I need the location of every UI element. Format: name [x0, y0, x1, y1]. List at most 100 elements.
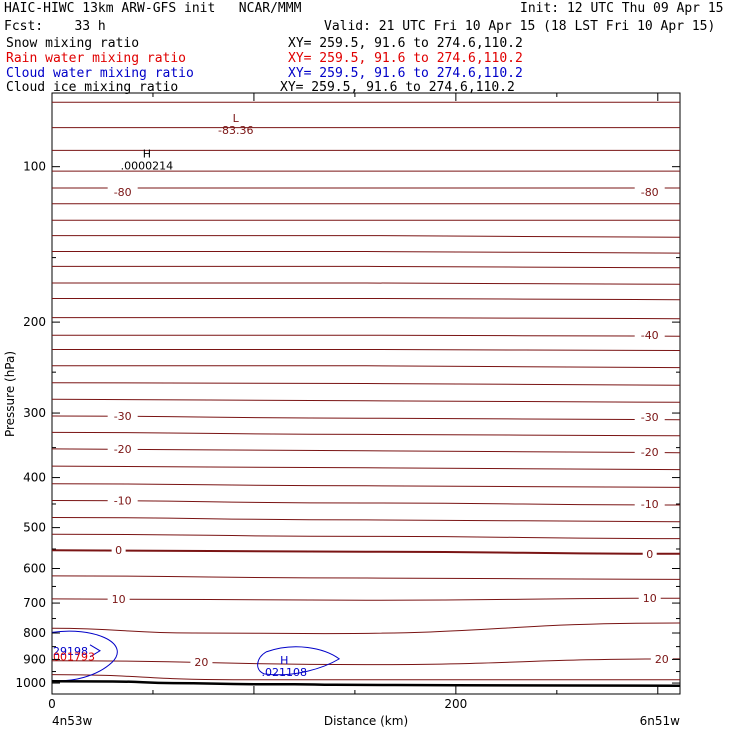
y-tick-label: 1000 — [15, 676, 46, 690]
contour-label: 20 — [194, 656, 208, 669]
y-tick-label: 200 — [23, 315, 46, 329]
field-label-cloud-water: Cloud water mixing ratio — [6, 66, 194, 81]
header-fcst: Fcst: 33 h — [4, 19, 106, 34]
y-tick-label: 700 — [23, 596, 46, 610]
contour-label-background — [634, 328, 665, 342]
contour-label: 20 — [655, 653, 669, 666]
x-end-label-right: 6n51w — [640, 714, 681, 728]
y-axis-title: Pressure (hPa) — [3, 351, 17, 437]
contour-label-background — [634, 409, 665, 423]
isotherm-line — [51, 575, 681, 580]
extremum-value: .0000214 — [121, 160, 174, 173]
contour-label-background — [634, 185, 665, 199]
extremum-value: -83.36 — [218, 124, 253, 137]
field-label-rain: Rain water mixing ratio — [6, 51, 187, 66]
isotherm-line — [52, 265, 681, 269]
isotherm-line — [52, 365, 681, 369]
contour-label-background — [111, 543, 126, 557]
y-tick-label: 500 — [23, 521, 46, 535]
x-end-label-left: 4n53w — [52, 714, 93, 728]
header-valid: Valid: 21 UTC Fri 10 Apr 15 (18 LST Fri … — [324, 19, 716, 34]
contour-label: 0 — [115, 544, 122, 557]
contour-label-background — [190, 654, 213, 668]
contour-label: 10 — [643, 592, 657, 605]
field-xy-cloud-water: XY= 259.5, 91.6 to 274.6,110.2 — [288, 66, 523, 81]
isotherm-line — [51, 517, 681, 523]
isotherm-line — [51, 398, 681, 403]
header-init: Init: 12 UTC Thu 09 Apr 15 — [520, 1, 724, 16]
contour-label-layer: -80 -80 -40 -30 -30 -20 -20 -10 -10 0 0 10 10 20 20 L-8… — [53, 112, 673, 679]
contour-label-background — [107, 493, 138, 507]
extremum-letter: L — [233, 112, 240, 125]
cloud-water-contour — [257, 646, 341, 676]
contour-label-background — [107, 185, 138, 199]
field-xy-rain: XY= 259.5, 91.6 to 274.6,110.2 — [288, 51, 523, 66]
contour-label-background — [107, 441, 138, 455]
header-title: HAIC-HIWC 13km ARW-GFS init NCAR/MMM — [4, 1, 302, 16]
isotherm-line — [51, 382, 681, 386]
cloud-contour-layer — [51, 630, 341, 682]
isotherm-line — [52, 235, 681, 238]
plot-frame — [51, 92, 681, 695]
field-label-snow: Snow mixing ratio — [6, 36, 140, 51]
y-tick-label: 800 — [23, 626, 46, 640]
field-xy-cloud-ice: XY= 259.5, 91.6 to 274.6,110.2 — [280, 80, 515, 95]
y-tick-label: 100 — [23, 160, 46, 174]
contour-label: 10 — [112, 593, 126, 606]
contour-label-background — [634, 445, 665, 459]
isotherm-line — [51, 658, 681, 666]
contour-label: -40 — [641, 329, 659, 342]
ground-surface-line — [51, 680, 681, 687]
edge-contour-label: 001793 — [53, 650, 95, 663]
isotherm-line — [51, 549, 681, 555]
isotherm-line — [51, 483, 681, 488]
contour-label: -80 — [114, 186, 132, 199]
x-tick-label: 0 — [48, 697, 56, 711]
y-tick-label: 600 — [23, 561, 46, 575]
contour-label-background — [638, 591, 661, 605]
extremum-value: .021108 — [261, 666, 307, 679]
field-xy-snow: XY= 259.5, 91.6 to 274.6,110.2 — [288, 36, 523, 51]
isotherm-line — [51, 622, 681, 635]
contour-label: -20 — [641, 446, 659, 459]
isotherm-layer — [51, 101, 681, 681]
field-label-cloud-ice: Cloud ice mixing ratio — [6, 80, 179, 95]
y-tick-label: 900 — [23, 652, 46, 666]
isotherm-line — [51, 415, 681, 421]
isotherm-line — [51, 282, 681, 285]
contour-label: -30 — [114, 410, 132, 423]
y-tick-label: 400 — [23, 471, 46, 485]
contour-label-background — [107, 591, 130, 605]
extremum-letter: H — [280, 654, 288, 667]
isotherm-line — [52, 250, 681, 254]
isotherm-line — [51, 431, 681, 437]
y-tick-label: 300 — [23, 406, 46, 420]
isotherm-line — [51, 674, 680, 681]
edge-contour-label: 29198 — [53, 645, 88, 658]
cloud-water-edge-contour — [51, 630, 118, 682]
contour-label: 0 — [646, 548, 653, 561]
cloud-water-arrow-mark — [89, 644, 101, 658]
isotherm-line — [51, 597, 681, 601]
contour-label-background — [107, 409, 138, 423]
isotherm-line — [51, 297, 681, 301]
isotherm-line — [51, 533, 681, 540]
isotherm-line — [51, 500, 681, 506]
contour-label-background — [642, 546, 657, 560]
contour-label: -10 — [114, 494, 132, 507]
extremum-letter: H — [143, 148, 151, 161]
contour-label-background — [634, 496, 665, 510]
ground-layer — [51, 680, 681, 687]
contour-label: -80 — [641, 186, 659, 199]
contour-label: -30 — [641, 411, 659, 424]
isotherm-line — [51, 465, 681, 471]
isotherm-line — [51, 317, 681, 320]
isotherm-line — [51, 448, 681, 454]
contour-label: -20 — [114, 443, 132, 456]
isotherm-line — [52, 348, 681, 351]
contour-label-background — [650, 651, 673, 665]
contour-label: -10 — [641, 498, 659, 511]
isotherm-line — [52, 334, 681, 337]
